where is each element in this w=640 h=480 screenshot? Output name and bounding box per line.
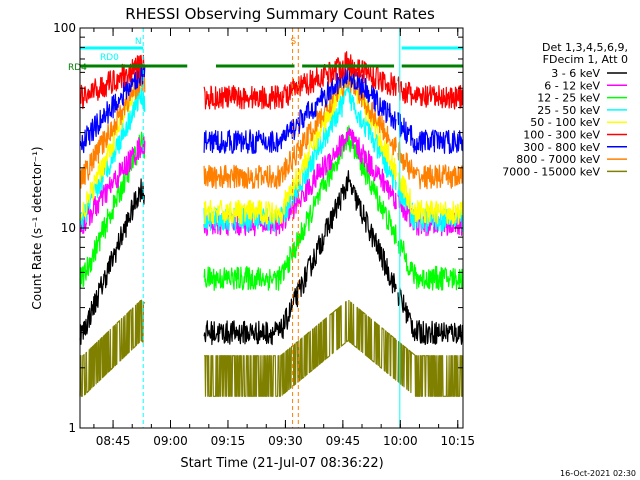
series-7000-15000-kev	[79, 299, 463, 397]
x-tick-label: 09:00	[153, 434, 188, 448]
legend-entry-label: 300 - 800 keV	[523, 141, 600, 154]
series-line-segment	[397, 172, 464, 225]
series-line-segment	[79, 54, 145, 110]
marker-label: N	[135, 37, 142, 47]
chart-title: RHESSI Observing Summary Count Rates	[125, 5, 435, 23]
legend-header-line: FDecim 1, Att 0	[543, 53, 628, 66]
series-line-segment	[203, 170, 397, 346]
series-line-segment	[79, 178, 145, 345]
x-tick-label: 09:45	[326, 434, 361, 448]
series-line-segment	[397, 287, 464, 346]
x-axis-label: Start Time (21-Jul-07 08:36:22)	[180, 456, 383, 471]
series-line-segment	[203, 69, 397, 190]
series-line-segment	[203, 51, 397, 110]
flag-label: RD0	[100, 53, 119, 63]
x-tick-label: 09:30	[268, 434, 303, 448]
series-line-segment	[204, 299, 397, 397]
series-3-6-kev	[79, 170, 464, 346]
series-line-segment	[79, 82, 146, 231]
legend-entry-label: 7000 - 15000 keV	[502, 165, 600, 178]
flag-label: RD4	[68, 63, 87, 73]
series-line-segment	[79, 62, 146, 154]
x-tick-label: 10:15	[440, 434, 475, 448]
series-line-segment	[203, 61, 397, 154]
timestamp-label: 16-Oct-2021 02:30	[560, 469, 636, 478]
series-line-segment	[79, 299, 146, 397]
series-line-segment	[397, 112, 464, 155]
marker-label: S	[290, 37, 296, 47]
x-tick-label: 09:15	[211, 434, 246, 448]
legend-entry-label: 6 - 12 keV	[544, 79, 600, 92]
legend-entry-label: 100 - 300 keV	[523, 129, 600, 142]
series-line-segment	[79, 136, 146, 234]
legend-entry-label: 50 - 100 keV	[530, 116, 600, 129]
series-line-segment	[203, 125, 397, 291]
y-tick-label: 100	[53, 21, 76, 35]
legend-entry-label: 800 - 7000 keV	[516, 153, 600, 166]
x-tick-label: 08:45	[96, 434, 131, 448]
plot-area: RD0 RD4 N S 1 10 100 08:45 09:00 09:15 09:30 09:45 1…	[53, 21, 475, 448]
series-line-segment	[397, 76, 464, 110]
legend-entry-label: 25 - 50 keV	[537, 104, 600, 117]
y-axis-label: Count Rate (s⁻¹ detector⁻¹)	[30, 146, 44, 309]
series-line-segment	[397, 239, 464, 291]
legend-entry-label: 3 - 6 keV	[551, 67, 600, 80]
series-line-segment	[397, 341, 463, 397]
y-tick-label: 1	[68, 421, 76, 435]
series-300-800-kev	[79, 61, 464, 155]
legend-entry-label: 12 - 25 keV	[537, 92, 600, 105]
series-line-segment	[203, 127, 397, 237]
legend: Det 1,3,4,5,6,9,FDecim 1, Att 03 - 6 keV…	[502, 41, 628, 178]
series-800-7000-kev	[79, 68, 464, 190]
series-100-300-kev	[79, 51, 464, 110]
series-line-segment	[397, 141, 464, 190]
x-tick-label: 10:00	[383, 434, 418, 448]
y-tick-label: 10	[61, 221, 76, 235]
legend-header-line: Det 1,3,4,5,6,9,	[542, 41, 628, 54]
series-line-segment	[79, 68, 146, 189]
